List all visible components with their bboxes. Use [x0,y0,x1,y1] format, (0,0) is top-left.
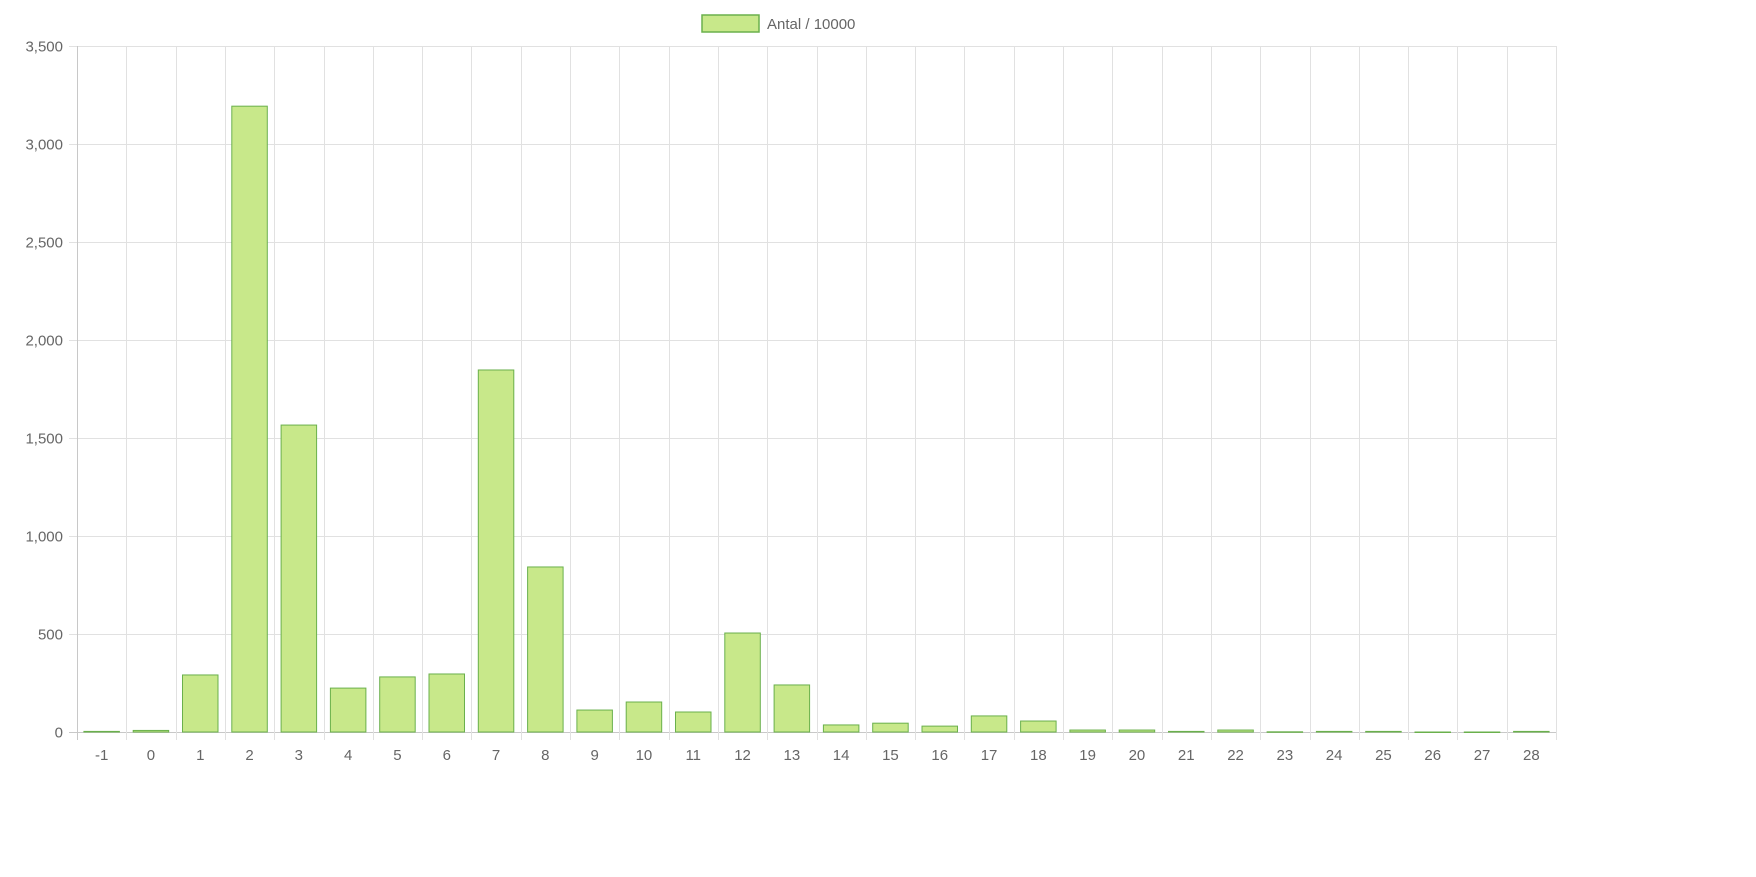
bars [83,105,1550,733]
x-tick-label: 22 [1227,747,1244,764]
bar-17 [970,715,1008,733]
x-tick-label: 15 [882,747,899,764]
bar-8 [527,566,564,733]
x-tick-label: 24 [1326,747,1343,764]
x-tick-label: 28 [1523,747,1540,764]
y-tick-label: 1,500 [25,431,63,448]
bar-6 [428,673,465,733]
x-tick-label: 11 [685,747,701,764]
grid [69,46,1557,740]
bar-23 [1266,731,1304,733]
y-tick-label: 0 [55,725,63,742]
x-tick-label: 7 [492,747,500,764]
bar-28 [1513,730,1550,733]
bar-11 [675,711,712,733]
x-tick-label: 9 [590,747,598,764]
bar-7 [477,369,515,733]
x-tick-label: 10 [636,747,653,764]
bar-16 [921,725,958,733]
legend-swatch[interactable] [701,14,760,33]
bar-1 [182,674,219,733]
x-tick-label: 17 [981,747,998,764]
x-tick-label: 27 [1474,747,1491,764]
y-axis: 0 500 1,000 1,500 2,000 2,500 3,000 3,500 [25,39,63,742]
x-tick-label: 1 [196,747,204,764]
x-tick-label: 20 [1129,747,1146,764]
x-tick-label: 26 [1424,747,1441,764]
bar-3 [280,424,318,733]
x-tick-label: 6 [443,747,451,764]
x-tick-label: 14 [833,747,850,764]
legend[interactable]: Antal / 10000 [701,14,855,33]
bar-4 [329,687,367,733]
x-tick-label: 0 [147,747,155,764]
x-tick-label: 12 [734,747,751,764]
x-tick-label: 25 [1375,747,1392,764]
bar-19 [1069,729,1106,733]
y-tick-label: 3,000 [25,137,63,154]
x-tick-label: 4 [344,747,352,764]
y-tick-label: 1,000 [25,529,63,546]
x-tick-label: 3 [295,747,303,764]
y-tick-label: 500 [38,627,63,644]
bar-13 [773,684,811,733]
x-tick-label: 21 [1178,747,1195,764]
x-tick-label: 13 [784,747,801,764]
bar-14 [822,724,860,733]
bar-9 [576,709,613,733]
bar-25 [1365,730,1402,733]
x-tick-label: 18 [1030,747,1047,764]
x-tick-label: 8 [541,747,549,764]
bar-2 [231,105,268,733]
bar-22 [1217,729,1254,733]
x-tick-label: 23 [1277,747,1294,764]
legend-label[interactable]: Antal / 10000 [767,16,855,33]
x-tick-label: 5 [393,747,401,764]
bar--1 [83,730,120,733]
x-axis: -1 0 1 2 3 4 5 6 7 8 9 10 11 12 13 14 15 16 17 18 19 20 21 22 23… [95,747,1540,764]
x-tick-label: 19 [1079,747,1096,764]
bar-15 [872,722,909,733]
y-tick-label: 2,000 [25,333,63,350]
bar-20 [1118,729,1156,733]
bar-10 [625,701,663,733]
x-tick-label: -1 [95,747,108,764]
bar-0 [132,729,170,733]
bar-18 [1020,720,1057,733]
bar-27 [1463,731,1501,733]
x-tick-label: 2 [245,747,253,764]
bar-12 [724,632,761,733]
bar-21 [1168,730,1205,733]
bar-5 [379,676,416,733]
y-tick-label: 2,500 [25,235,63,252]
bar-24 [1315,730,1353,733]
y-tick-label: 3,500 [25,39,63,56]
x-tick-label: 16 [931,747,948,764]
bar-26 [1414,731,1451,733]
